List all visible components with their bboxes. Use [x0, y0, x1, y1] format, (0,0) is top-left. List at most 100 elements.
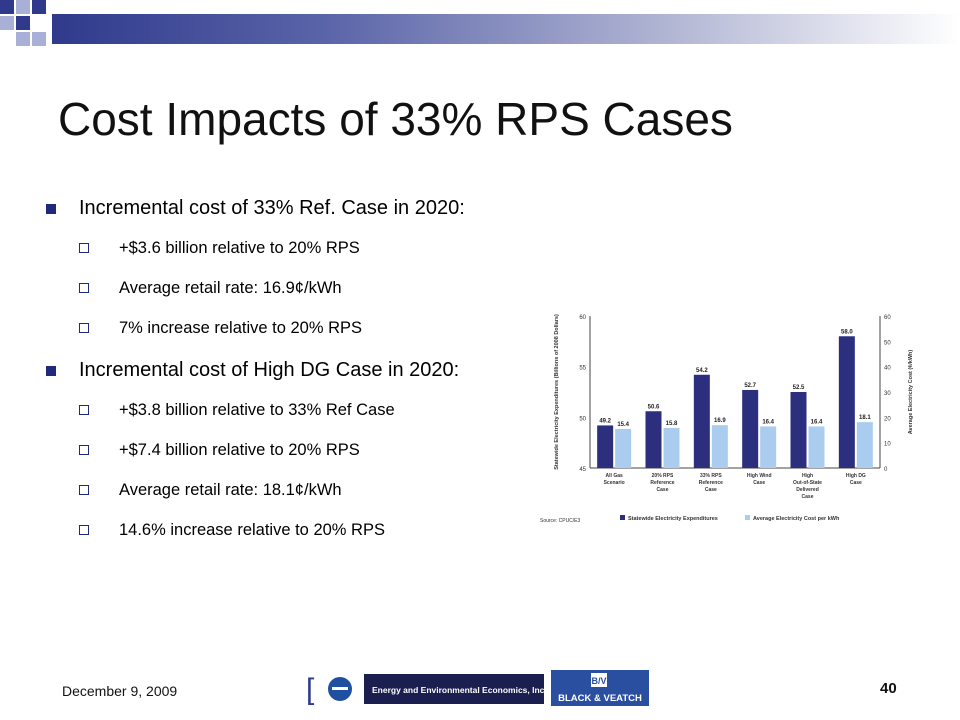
chart-svg: 45 50 55 60 0 10 20 30 40 50 60 Statewide Electrici…: [540, 314, 914, 524]
decor-square: [32, 32, 46, 46]
sub-bullet-text: +$3.6 billion relative to 20% RPS: [119, 239, 360, 257]
e3-logo-text: Energy and Environmental Economics, Inc.: [372, 685, 546, 695]
hollow-square-icon: [79, 323, 89, 333]
data-label: 16.4: [811, 419, 823, 425]
bullet-square-icon: [46, 366, 56, 376]
sub-bullet-text: 14.6% increase relative to 20% RPS: [119, 521, 385, 539]
bullet-item: Incremental cost of High DG Case in 2020…: [46, 358, 526, 382]
bv-logo-text: BLACK & VEATCH: [558, 693, 642, 704]
category-label: High: [802, 473, 813, 479]
y-tick-label: 60: [579, 315, 586, 321]
decor-square: [16, 16, 30, 30]
y2-tick-label: 50: [884, 340, 891, 346]
bar-expenditure: [693, 374, 710, 468]
bar-avg-cost: [856, 422, 873, 468]
bullet-text: Incremental cost of High DG Case in 2020…: [79, 359, 460, 381]
sub-bullet-item: Average retail rate: 18.1¢/kWh: [46, 480, 526, 501]
y2-tick-label: 20: [884, 416, 891, 422]
logo-bracket: [: [306, 673, 315, 706]
data-label: 15.4: [617, 422, 629, 428]
bar-avg-cost: [615, 428, 632, 468]
chart-source: Source: CPUC/E3: [540, 518, 581, 524]
y-tick-label: 50: [579, 416, 586, 422]
sub-bullet-item: +$3.8 billion relative to 33% Ref Case: [46, 400, 526, 421]
decor-square: [16, 32, 30, 46]
legend-label: Statewide Electricity Expenditures: [628, 516, 718, 522]
data-label: 16.9: [714, 418, 726, 424]
sub-bullet-text: Average retail rate: 16.9¢/kWh: [119, 279, 342, 297]
category-label: High DG: [846, 473, 866, 479]
category-label: Case: [850, 480, 862, 486]
sub-bullet-text: 7% increase relative to 20% RPS: [119, 319, 363, 337]
category-label: Case: [657, 487, 669, 493]
category-label: Reference: [699, 480, 723, 486]
svg-text:B/V: B/V: [591, 676, 606, 686]
bullet-item: Incremental cost of 33% Ref. Case in 202…: [46, 196, 526, 220]
e3-logo: [ Energy and Environmental Economics, In…: [306, 672, 547, 706]
header-gradient-bar: [52, 14, 960, 44]
cost-chart: 45 50 55 60 0 10 20 30 40 50 60 Statewide Electrici…: [540, 300, 940, 530]
category-label: All Gas: [606, 473, 623, 479]
decor-square: [32, 0, 46, 14]
hollow-square-icon: [79, 283, 89, 293]
data-label: 52.5: [793, 385, 805, 391]
y2-tick-label: 10: [884, 442, 891, 448]
hollow-square-icon: [79, 485, 89, 495]
category-label: Reference: [650, 480, 674, 486]
legend-swatch-expenditure: [620, 515, 625, 520]
y2-tick-label: 30: [884, 391, 891, 397]
bullet-list: Incremental cost of 33% Ref. Case in 202…: [46, 196, 526, 560]
category-label: Scenario: [604, 480, 625, 486]
y2-axis-title: Average Electricity Cost (¢/kWh): [908, 350, 914, 435]
decor-square: [0, 16, 14, 30]
data-label: 16.4: [762, 419, 774, 425]
data-label: 18.1: [859, 415, 871, 421]
sub-bullet-item: 14.6% increase relative to 20% RPS: [46, 520, 526, 541]
sub-bullet-text: +$7.4 billion relative to 20% RPS: [119, 441, 360, 459]
sub-bullet-item: +$3.6 billion relative to 20% RPS: [46, 238, 526, 259]
bar-expenditure: [645, 411, 662, 468]
category-label: Case: [802, 494, 814, 500]
hollow-square-icon: [79, 445, 89, 455]
bar-avg-cost: [663, 427, 680, 468]
footer-date: December 9, 2009: [62, 683, 178, 699]
sub-bullet-item: 7% increase relative to 20% RPS: [46, 318, 526, 339]
y-axis-title: Statewide Electricity Expenditures (Bill…: [554, 314, 560, 470]
bar-expenditure: [742, 389, 759, 468]
slide-title: Cost Impacts of 33% RPS Cases: [58, 93, 733, 145]
category-label: Case: [705, 487, 717, 493]
data-label: 52.7: [744, 383, 756, 389]
hollow-square-icon: [79, 243, 89, 253]
y2-tick-label: 0: [884, 467, 888, 473]
category-label: 20% RPS: [652, 473, 674, 479]
category-label: 33% RPS: [700, 473, 722, 479]
sub-bullet-text: +$3.8 billion relative to 33% Ref Case: [119, 401, 395, 419]
data-label: 54.2: [696, 368, 708, 374]
bar-expenditure: [790, 392, 807, 468]
data-label: 49.2: [599, 418, 611, 424]
bar-avg-cost: [711, 425, 728, 468]
hollow-square-icon: [79, 405, 89, 415]
decor-square: [16, 0, 30, 14]
data-label: 15.8: [666, 421, 678, 427]
page-number: 40: [880, 680, 897, 697]
category-label: Delivered: [796, 487, 819, 493]
sub-bullet-item: Average retail rate: 16.9¢/kWh: [46, 278, 526, 299]
y-tick-label: 55: [579, 366, 586, 372]
category-label: Case: [753, 480, 765, 486]
decor-square: [0, 0, 14, 14]
bullet-text: Incremental cost of 33% Ref. Case in 202…: [79, 197, 465, 219]
category-label: High Wind: [747, 473, 772, 479]
y2-tick-label: 40: [884, 366, 891, 372]
legend-label: Average Electricity Cost per kWh: [753, 516, 840, 522]
sub-bullet-text: Average retail rate: 18.1¢/kWh: [119, 481, 342, 499]
bar-expenditure: [838, 336, 855, 468]
y2-tick-label: 60: [884, 315, 891, 321]
bar-avg-cost: [760, 426, 777, 468]
data-label: 50.6: [648, 404, 660, 410]
category-label: Out-of-State: [793, 480, 822, 486]
legend-swatch-avg-cost: [745, 515, 750, 520]
bv-logo: B/V BLACK & VEATCH: [551, 670, 649, 706]
hollow-square-icon: [79, 525, 89, 535]
data-label: 58.0: [841, 329, 853, 335]
